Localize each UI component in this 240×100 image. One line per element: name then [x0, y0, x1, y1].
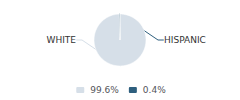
svg-text:99.6%: 99.6%: [90, 85, 119, 95]
svg-text:WHITE: WHITE: [46, 35, 76, 45]
svg-text:HISPANIC: HISPANIC: [164, 35, 206, 45]
svg-text:0.4%: 0.4%: [143, 85, 166, 95]
